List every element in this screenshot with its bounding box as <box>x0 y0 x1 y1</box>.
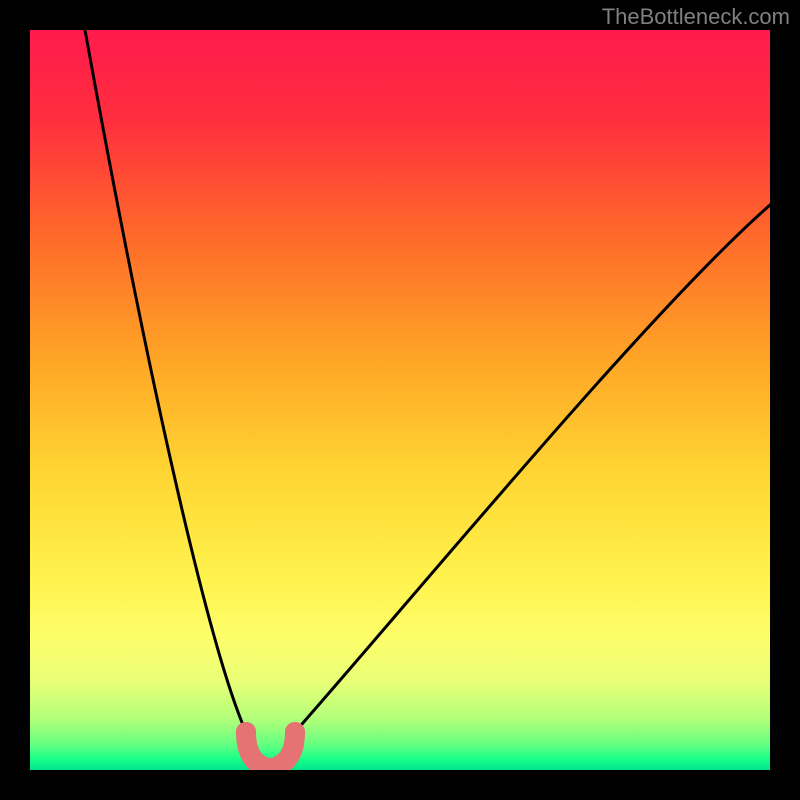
gradient-background <box>30 30 770 770</box>
plot-area <box>30 30 770 770</box>
chart-svg <box>30 30 770 770</box>
nub-cap-right <box>285 722 305 742</box>
nub-cap-left <box>236 722 256 742</box>
stage: TheBottleneck.com <box>0 0 800 800</box>
watermark-text: TheBottleneck.com <box>602 4 790 30</box>
